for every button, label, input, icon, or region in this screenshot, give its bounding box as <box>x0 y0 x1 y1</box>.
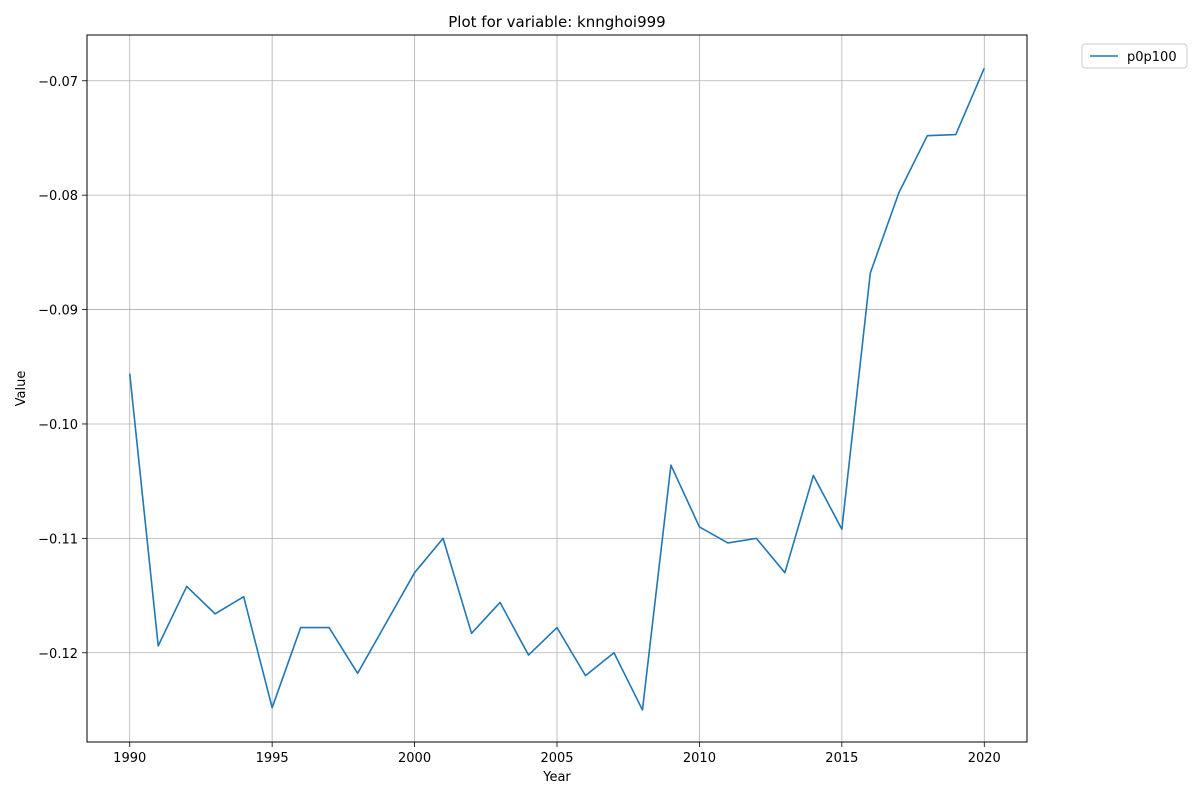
series-layer <box>128 66 986 712</box>
x-axis-label: Year <box>542 770 571 785</box>
data-point <box>640 708 644 712</box>
x-tick-label: 2015 <box>825 751 858 766</box>
data-point <box>156 644 160 648</box>
data-point <box>270 706 274 710</box>
grid-layer <box>87 35 1027 742</box>
data-point <box>441 536 445 540</box>
x-tick-label: 2005 <box>540 751 573 766</box>
x-axis: 1990 1995 2000 2005 2010 2015 2020 <box>113 742 1001 766</box>
data-point <box>726 541 730 545</box>
data-point <box>697 525 701 529</box>
x-tick-label: 1990 <box>113 751 146 766</box>
data-point <box>327 626 331 630</box>
y-axis: −0.07 −0.08 −0.09 −0.10 −0.11 −0.12 <box>38 75 87 662</box>
x-tick-label: 1995 <box>256 751 289 766</box>
data-point <box>384 621 388 625</box>
legend: p0p100 <box>1081 43 1188 69</box>
data-point <box>754 536 758 540</box>
y-axis-label: Value <box>14 371 29 407</box>
data-point <box>185 584 189 588</box>
x-tick-label: 2010 <box>683 751 716 766</box>
data-point <box>527 653 531 657</box>
legend-label: p0p100 <box>1127 50 1177 65</box>
data-point <box>356 671 360 675</box>
data-point <box>811 473 815 477</box>
data-point <box>669 463 673 467</box>
data-point <box>982 66 986 70</box>
x-tick-label: 2020 <box>968 751 1001 766</box>
y-tick-label: −0.07 <box>38 75 78 90</box>
data-point <box>242 595 246 599</box>
x-tick-label: 2000 <box>398 751 431 766</box>
data-point <box>299 626 303 630</box>
legend-box <box>1081 43 1188 69</box>
data-point <box>954 133 958 137</box>
data-point <box>612 651 616 655</box>
data-point <box>583 674 587 678</box>
data-point <box>840 527 844 531</box>
chart-title: Plot for variable: knnghoi999 <box>448 13 665 31</box>
y-tick-label: −0.09 <box>38 304 78 319</box>
data-point <box>555 626 559 630</box>
y-tick-label: −0.11 <box>38 532 78 547</box>
data-point <box>213 612 217 616</box>
data-point <box>413 571 417 575</box>
y-tick-label: −0.08 <box>38 189 78 204</box>
series-line-p0p100 <box>128 67 986 711</box>
data-point <box>868 271 872 275</box>
data-point <box>897 191 901 195</box>
data-point <box>783 571 787 575</box>
data-point <box>128 372 132 376</box>
y-tick-label: −0.10 <box>38 418 78 433</box>
data-point <box>470 631 474 635</box>
data-point <box>498 600 502 604</box>
y-tick-label: −0.12 <box>38 647 78 662</box>
data-point <box>925 134 929 138</box>
